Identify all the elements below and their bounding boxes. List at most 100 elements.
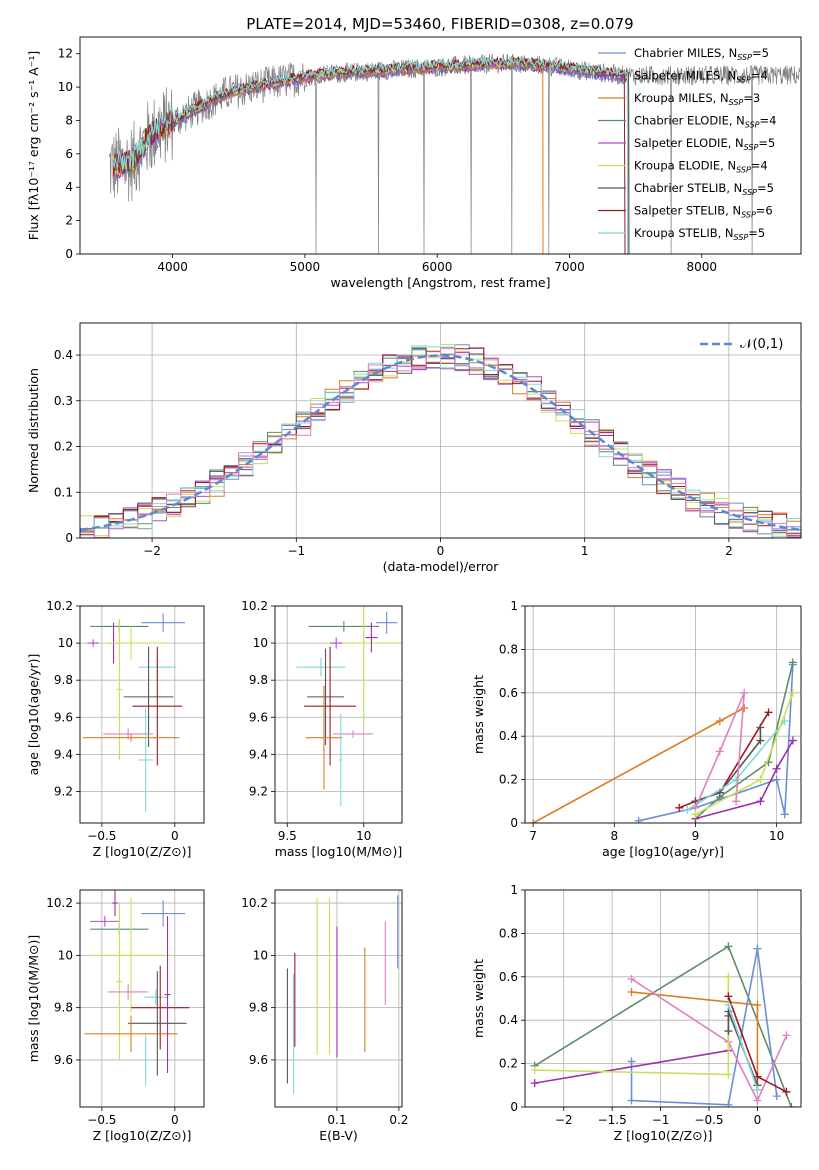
series-marker xyxy=(634,816,643,823)
x-tick-label: −1.5 xyxy=(598,1113,627,1127)
series-marker xyxy=(756,775,765,784)
y-tick-label: 12 xyxy=(58,47,73,61)
massweight_vs_age-plot-area xyxy=(525,606,801,823)
x-tick-label: 2 xyxy=(725,544,733,558)
x-axis-label: age [log10(age/yr)] xyxy=(602,844,724,859)
series-line xyxy=(694,692,745,809)
series-marker xyxy=(715,717,724,726)
y-tick-label: 1 xyxy=(510,599,518,613)
y-tick-label: 0.3 xyxy=(54,394,73,408)
legend-entry: Kroupa ELODIE, NSSP=4 xyxy=(634,159,768,175)
y-tick-label: 10 xyxy=(58,948,73,962)
model-spectrum xyxy=(112,60,630,254)
series-marker xyxy=(627,974,636,983)
legend-entry: Kroupa STELIB, NSSP=5 xyxy=(634,226,765,242)
data-point xyxy=(116,903,123,1060)
series-marker xyxy=(732,797,741,806)
series-marker xyxy=(530,1066,539,1075)
series-line xyxy=(631,978,788,1103)
legend-entry: Kroupa MILES, NSSP=3 xyxy=(634,91,760,107)
age_vs_Z-panel: −0.5 0 9.2 9.4 9.6 9.8 10 10.2 Z [log10(Z/Z⊙)] ag… xyxy=(26,599,205,859)
y-tick-label: 10 xyxy=(253,948,268,962)
y-tick-label: 6 xyxy=(65,147,73,161)
series-marker xyxy=(724,1070,733,1079)
y-tick-label: 9.8 xyxy=(54,1001,73,1015)
mass_vs_EBV-frame xyxy=(274,889,403,1108)
y-tick-label: 9.6 xyxy=(249,710,268,724)
legend-entry: Chabrier MILES, NSSP=5 xyxy=(634,46,769,62)
data-point xyxy=(90,916,120,927)
y-tick-label: 0.4 xyxy=(499,729,518,743)
series-marker xyxy=(529,819,538,823)
y-tick-label: 10.2 xyxy=(46,896,73,910)
series-marker xyxy=(788,688,797,697)
series-marker xyxy=(787,1103,796,1107)
series-marker xyxy=(675,803,684,812)
series-marker xyxy=(780,810,789,819)
x-tick-label: 0 xyxy=(171,1113,179,1127)
observed-spectrum xyxy=(108,53,801,254)
series-marker xyxy=(691,810,700,819)
series-marker xyxy=(715,747,724,756)
y-tick-label: 0.4 xyxy=(499,1013,518,1027)
data-point xyxy=(93,626,169,660)
age_vs_mass-panel: 9.5 10 9.2 9.4 9.6 9.8 10 10.2 mass [log10(M/M⊙)… xyxy=(241,599,403,859)
spectrum-plot-area xyxy=(108,53,801,254)
model-spectrum xyxy=(112,55,626,254)
y-tick-label: 9.8 xyxy=(249,1001,268,1015)
data-point xyxy=(131,965,190,1050)
age_vs_Z-plot-area xyxy=(80,606,204,823)
mass_vs_Z-plot-area xyxy=(80,890,204,1107)
data-point xyxy=(305,685,343,790)
x-axis-label: Z [log10(Z/Z⊙)] xyxy=(614,1128,713,1143)
y-tick-label: 0.1 xyxy=(54,485,73,499)
series-marker xyxy=(683,805,692,814)
y-tick-label: 9.4 xyxy=(54,747,73,761)
data-point xyxy=(141,613,186,632)
model-spectrum xyxy=(112,61,630,254)
series-marker xyxy=(753,1096,762,1105)
data-point xyxy=(308,620,380,632)
y-tick-label: 1 xyxy=(510,883,518,897)
x-tick-label: 9.5 xyxy=(278,829,297,843)
x-tick-label: −2 xyxy=(555,1113,573,1127)
data-point xyxy=(141,900,186,927)
x-tick-label: 9 xyxy=(692,829,700,843)
y-tick-label: 4 xyxy=(65,180,73,194)
series-marker xyxy=(627,1096,636,1105)
age_vs_Z-frame xyxy=(79,605,205,824)
y-tick-label: 10.2 xyxy=(241,599,268,613)
series-marker xyxy=(756,797,765,806)
data-point xyxy=(107,984,149,1000)
model-spectrum xyxy=(112,57,630,254)
series-marker xyxy=(724,992,733,1001)
data-point xyxy=(91,897,171,1013)
series-marker xyxy=(772,764,781,773)
x-tick-label: 7 xyxy=(529,829,537,843)
y-tick-label: 0.6 xyxy=(499,686,518,700)
data-point xyxy=(164,916,171,1074)
x-tick-label: −1 xyxy=(652,1113,670,1127)
legend-entry: Chabrier STELIB, NSSP=5 xyxy=(634,181,774,197)
gaussian-curve xyxy=(80,354,801,532)
data-point xyxy=(330,637,343,649)
y-axis-label: Flux [fλ10⁻¹⁷ erg cm⁻² s⁻¹ A⁻¹] xyxy=(26,51,41,240)
x-tick-label: 8 xyxy=(610,829,618,843)
data-point xyxy=(144,989,168,1006)
model-spectrum xyxy=(112,60,544,254)
x-axis-label: wavelength [Angstrom, rest frame] xyxy=(330,275,550,290)
x-tick-label: 0 xyxy=(437,544,445,558)
series-marker xyxy=(788,736,797,745)
y-axis-label: age [log10(age/yr)] xyxy=(26,654,41,776)
data-point xyxy=(304,646,357,766)
y-tick-label: 10 xyxy=(58,80,73,94)
legend-entry: Salpeter STELIB, NSSP=6 xyxy=(634,204,773,220)
massweight_vs_age-frame xyxy=(524,605,802,824)
residual_hist-plot-area xyxy=(80,323,801,538)
x-tick-label: −0.5 xyxy=(694,1113,723,1127)
series-marker xyxy=(788,658,797,667)
data-point xyxy=(82,733,180,742)
series-marker xyxy=(732,775,741,784)
y-tick-label: 0 xyxy=(510,1100,518,1114)
data-point xyxy=(142,1033,149,1087)
